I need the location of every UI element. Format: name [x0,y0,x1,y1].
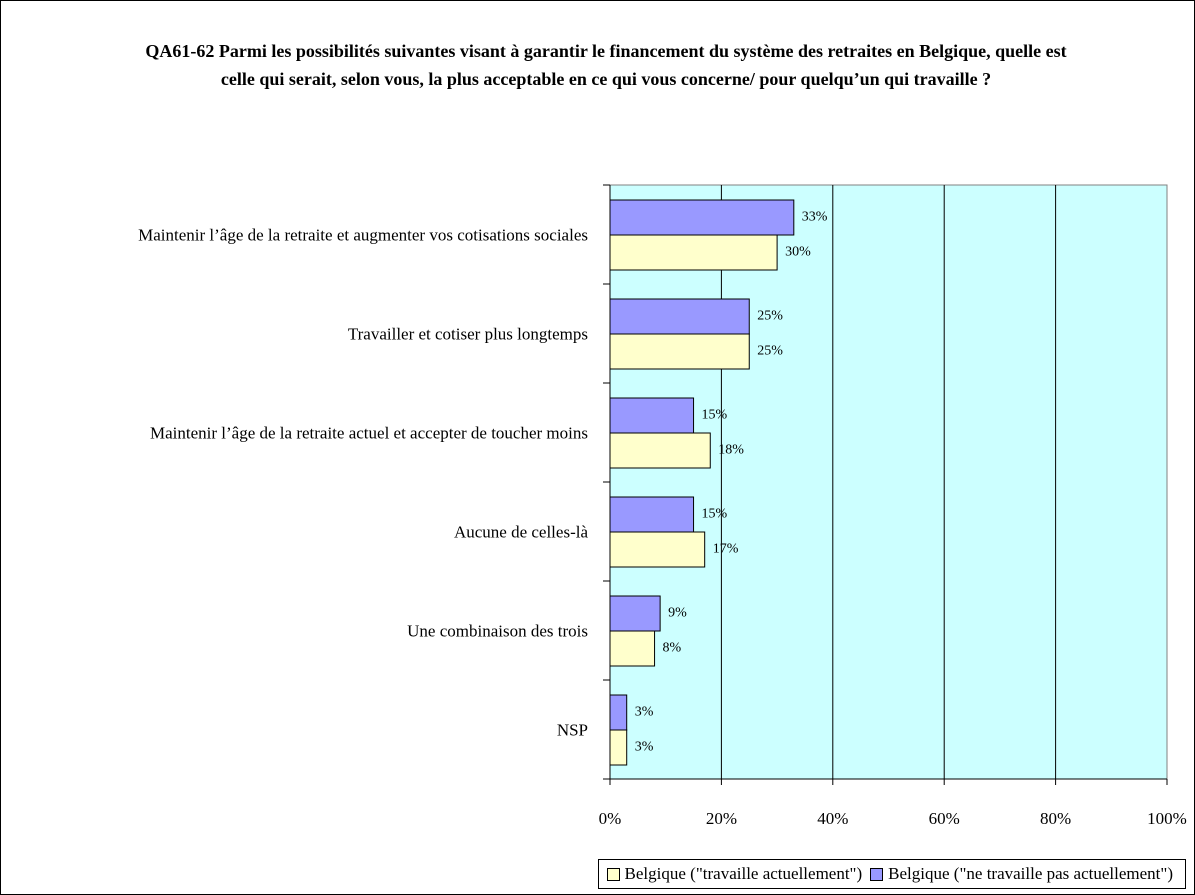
bar [609,333,750,370]
value-label: 33% [802,210,828,225]
bar [609,432,711,469]
x-tick-label: 80% [1040,809,1071,828]
legend-item: Belgique ("ne travaille pas actuellement… [868,864,1173,884]
bar [609,298,750,335]
value-label: 15% [702,507,728,522]
bar [609,694,628,731]
plot-area [609,184,1168,780]
legend-item: Belgique ("travaille actuellement") [605,864,863,884]
category-label: Travailler et cotiser plus longtemps [347,324,588,343]
category-label: NSP [556,720,588,739]
bar [609,595,661,632]
legend-swatch [606,867,620,881]
value-label: 15% [702,408,728,423]
legend-label: Belgique ("travaille actuellement") [624,864,863,883]
x-tick-label: 40% [817,809,848,828]
legend-label: Belgique ("ne travaille pas actuellement… [888,864,1173,883]
bar [609,630,656,667]
category-label: Aucune de celles-là [453,522,588,541]
value-label: 8% [663,641,682,656]
value-label: 3% [635,740,654,755]
x-tick-label: 20% [706,809,737,828]
x-tick-label: 0% [599,809,622,828]
legend-swatch [870,867,884,881]
x-tick-label: 60% [929,809,960,828]
category-label: Maintenir l’âge de la retraite et augmen… [138,225,588,244]
category-label: Maintenir l’âge de la retraite actuel et… [150,423,588,442]
bar [609,397,695,434]
bar [609,496,695,533]
chart-title: QA61-62 Parmi les possibilités suivantes… [145,41,1067,89]
bar [609,234,778,271]
bar [609,531,706,568]
value-label: 9% [668,606,687,621]
value-label: 25% [757,309,783,324]
value-label: 25% [757,344,783,359]
category-label: Une combinaison des trois [407,621,588,640]
bar [609,729,628,766]
value-label: 18% [718,443,744,458]
legend: Belgique ("travaille actuellement") Belgi… [597,859,1186,889]
value-label: 30% [785,245,811,260]
value-label: 3% [635,705,654,720]
x-tick-label: 100% [1147,809,1187,828]
value-label: 17% [713,542,739,557]
bar [609,199,795,236]
